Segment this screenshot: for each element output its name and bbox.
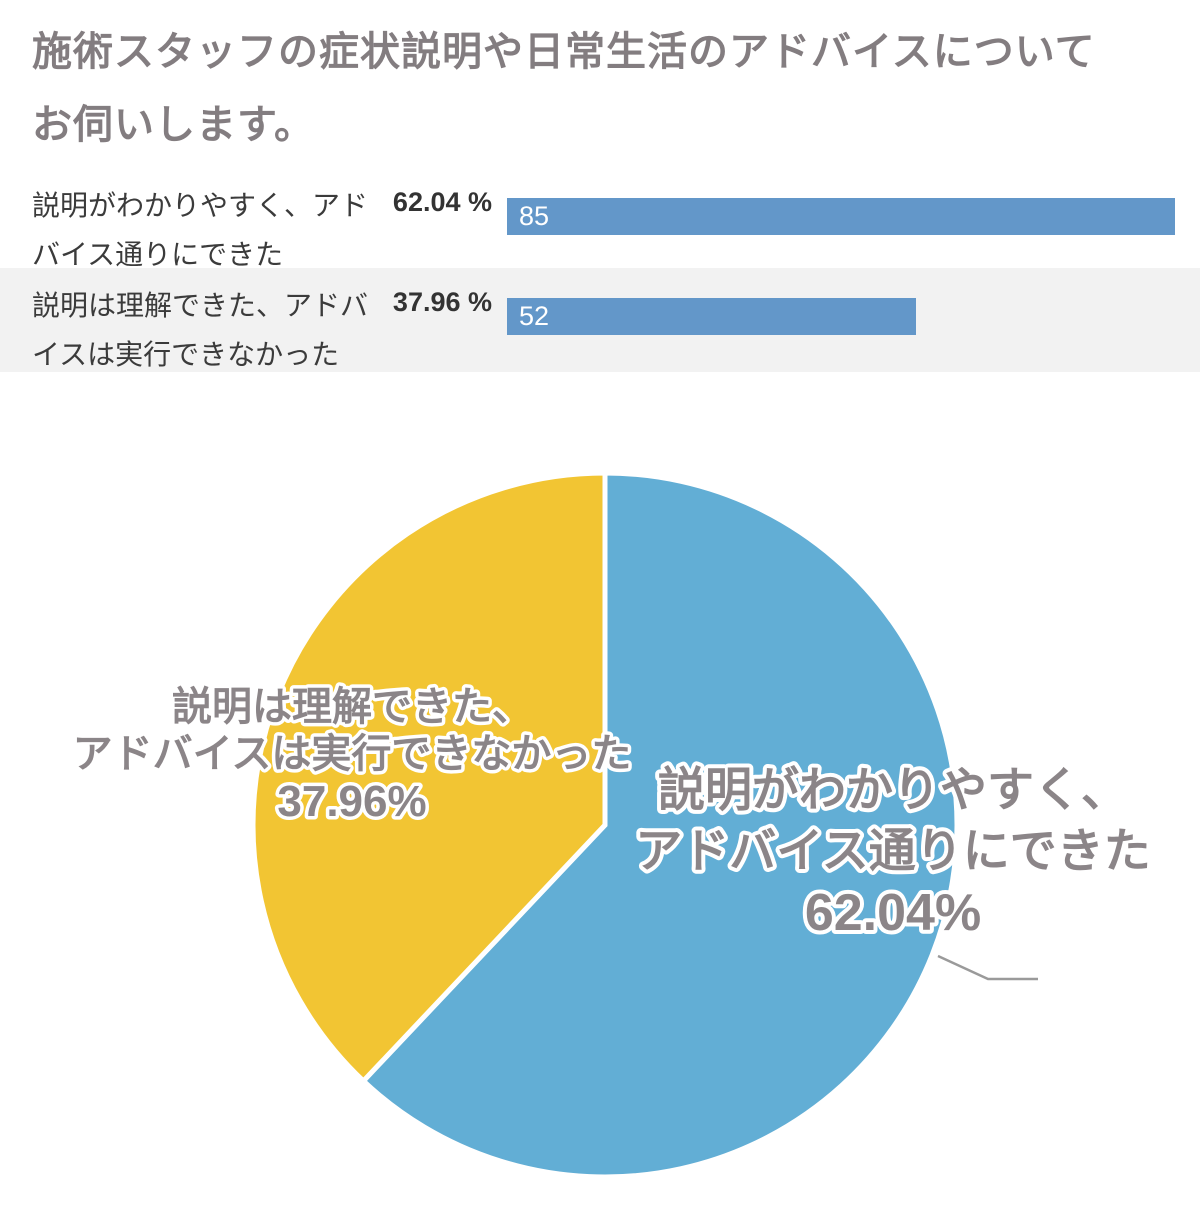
pie-label-yellow-slice: 説明は理解できた、 アドバイスは実行できなかった 37.96% — [69, 682, 635, 830]
pie-chart: 説明は理解できた、 アドバイスは実行できなかった 37.96% 説明がわかりやす… — [0, 440, 1200, 1212]
pie-label-yellow-line-2: アドバイスは実行できなかった — [73, 732, 632, 776]
pie-slice-0 — [359, 470, 960, 1180]
page-title-line-2: お伺いします。 — [32, 103, 315, 147]
bar-row-1-track: 85 — [507, 198, 1183, 235]
bar-row-2-label: 説明は理解できた、アドバイスは実行できなかった — [32, 290, 369, 370]
pie-label-blue-percent: 62.04% — [805, 884, 981, 942]
bar-row-2-track: 52 — [507, 298, 1183, 335]
bar-row-1: 説明がわかりやすく、アドバイス通りにできた 62.04 % 85 — [0, 168, 1200, 270]
pie-label-blue-line-1: 説明がわかりやすく、 — [658, 763, 1128, 816]
pie-slices — [250, 470, 960, 1180]
pie-label-yellow-line-1: 説明は理解できた、 — [172, 685, 532, 729]
page-title: 施術スタッフの症状説明や日常生活のアドバイスについて お伺いします。 — [32, 16, 1172, 162]
pie-label-blue-slice: 説明がわかりやすく、 アドバイス通りにできた 62.04% — [631, 759, 1155, 946]
bar-row-2: 説明は理解できた、アドバイスは実行できなかった 37.96 % 52 — [0, 268, 1200, 372]
pie-label-blue-line-2: アドバイス通りにできた — [635, 824, 1151, 877]
bar-row-1-label: 説明がわかりやすく、アドバイス通りにできた — [32, 190, 369, 270]
bar-row-1-bar: 85 — [507, 198, 1175, 235]
pie-label-yellow-percent: 37.96% — [277, 777, 426, 826]
bar-row-2-value: 52 — [519, 301, 550, 331]
bar-chart: 説明がわかりやすく、アドバイス通りにできた 62.04 % 85 説明は理解でき… — [0, 168, 1200, 372]
bar-row-1-percent: 62.04 % — [392, 187, 492, 217]
page-title-line-1: 施術スタッフの症状説明や日常生活のアドバイスについて — [32, 30, 1096, 74]
pie-slice-1 — [250, 470, 608, 1085]
label-leader-line — [937, 954, 1038, 981]
bar-row-2-bar: 52 — [507, 298, 916, 335]
bar-row-2-percent: 37.96 % — [392, 287, 492, 317]
pie-chart-svg: 説明は理解できた、 アドバイスは実行できなかった 37.96% 説明がわかりやす… — [69, 470, 1155, 1180]
bar-row-1-value: 85 — [519, 201, 550, 231]
